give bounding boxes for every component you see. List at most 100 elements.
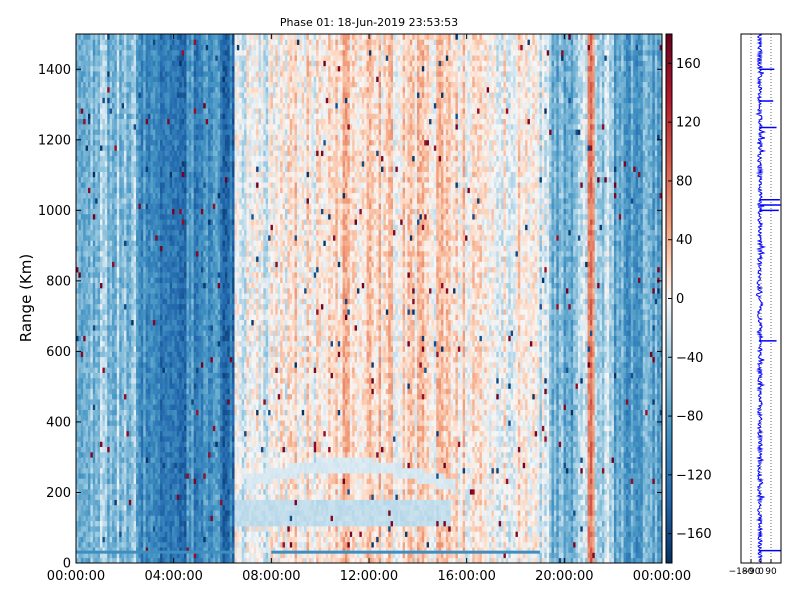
- heatmap-cell: [150, 330, 154, 336]
- heatmap-cell: [116, 108, 120, 114]
- heatmap-cell: [143, 399, 147, 405]
- heatmap-cell: [157, 97, 161, 104]
- heatmap-cell: [176, 547, 180, 553]
- heatmap-cell: [150, 536, 154, 543]
- heatmap-cell: [90, 367, 94, 373]
- heatmap-cell: [78, 123, 82, 130]
- heatmap-cell: [83, 536, 86, 543]
- heatmap-cell: [95, 298, 99, 305]
- heatmap-cell: [97, 515, 101, 522]
- heatmap-cell: [162, 504, 166, 511]
- heatmap-cell: [92, 272, 96, 278]
- heatmap-cell: [164, 420, 168, 426]
- heatmap-cell: [133, 303, 137, 310]
- heatmap-cell: [128, 118, 132, 125]
- heatmap-cell: [107, 97, 111, 104]
- heatmap-cell: [188, 467, 192, 474]
- heatmap-cell: [191, 309, 195, 315]
- heatmap-cell: [112, 351, 115, 358]
- heatmap-cell: [191, 393, 195, 400]
- heatmap-cell: [162, 420, 166, 426]
- heatmap-cell: [150, 266, 154, 273]
- heatmap-cell: [160, 457, 163, 463]
- heatmap-cell: [107, 361, 111, 368]
- heatmap-cell: [164, 182, 168, 188]
- heatmap-cell: [181, 298, 185, 305]
- heatmap-cell: [172, 224, 175, 231]
- heatmap-cell: [181, 541, 185, 548]
- heatmap-cell: [138, 176, 142, 183]
- heatmap-cell: [126, 92, 130, 98]
- heatmap-cell: [102, 171, 106, 178]
- heatmap-cell: [150, 113, 154, 120]
- heatmap-cell: [124, 266, 127, 273]
- heatmap-cell: [174, 150, 178, 157]
- heatmap-cell: [119, 97, 123, 104]
- heatmap-cell: [174, 520, 178, 527]
- heatmap-cell: [104, 192, 108, 199]
- heatmap-cell: [174, 324, 178, 331]
- heatmap-cell: [150, 425, 154, 432]
- heatmap-cell: [181, 277, 185, 284]
- heatmap-cell: [188, 340, 192, 347]
- heatmap-cell: [167, 49, 171, 56]
- heatmap-cell: [152, 266, 156, 273]
- heatmap-cell: [138, 525, 142, 532]
- heatmap-cell: [145, 250, 149, 257]
- heatmap-cell: [152, 309, 156, 315]
- heatmap-cell: [95, 451, 99, 458]
- heatmap-cell: [76, 552, 79, 559]
- heatmap-cell: [169, 557, 173, 564]
- heatmap-cell: [88, 536, 91, 543]
- heatmap-cell: [131, 55, 135, 61]
- heatmap-cell: [181, 467, 185, 474]
- heatmap-cell: [140, 213, 144, 220]
- heatmap-cell: [143, 414, 147, 421]
- heatmap-cell: [107, 250, 111, 257]
- heatmap-cell: [92, 208, 96, 215]
- heatmap-cell: [102, 414, 106, 421]
- heatmap-cell: [136, 414, 139, 421]
- heatmap-cell: [167, 235, 171, 241]
- heatmap-cell: [152, 134, 156, 141]
- heatmap-cell: [131, 287, 135, 294]
- heatmap-cell: [140, 34, 144, 40]
- heatmap-cell: [172, 399, 175, 405]
- heatmap-cell: [191, 557, 195, 564]
- heatmap-cell: [88, 65, 91, 72]
- heatmap-cell: [138, 377, 142, 384]
- heatmap-cell: [155, 118, 159, 125]
- heatmap-cell: [157, 113, 161, 120]
- heatmap-cell: [128, 372, 132, 379]
- heatmap-cell: [83, 55, 86, 61]
- heatmap-cell: [78, 182, 82, 188]
- heatmap-cell: [167, 150, 171, 157]
- heatmap-cell: [160, 272, 163, 278]
- heatmap-cell: [191, 261, 195, 268]
- heatmap-cell: [119, 213, 123, 220]
- heatmap-cell: [193, 536, 197, 543]
- heatmap-cell: [179, 55, 183, 61]
- heatmap-cell: [78, 541, 82, 548]
- heatmap-cell: [95, 557, 99, 564]
- heatmap-cell: [112, 520, 115, 527]
- heatmap-cell: [95, 420, 99, 426]
- heatmap-cell: [188, 504, 192, 511]
- heatmap-cell: [184, 547, 187, 553]
- heatmap-cell: [76, 240, 79, 246]
- heatmap-cell: [191, 277, 195, 284]
- heatmap-cell: [143, 113, 147, 120]
- heatmap-cell: [193, 510, 197, 516]
- heatmap-cell: [114, 65, 118, 72]
- heatmap-cell: [121, 134, 125, 141]
- heatmap-cell: [102, 531, 106, 537]
- heatmap-cell: [97, 39, 101, 45]
- heatmap-cell: [102, 92, 106, 98]
- heatmap-cell: [78, 309, 82, 315]
- heatmap-cell: [181, 76, 185, 83]
- heatmap-cell: [128, 81, 132, 88]
- heatmap-cell: [116, 150, 120, 157]
- heatmap-cell: [191, 55, 195, 61]
- heatmap-cell: [107, 409, 111, 416]
- heatmap-cell: [191, 139, 195, 146]
